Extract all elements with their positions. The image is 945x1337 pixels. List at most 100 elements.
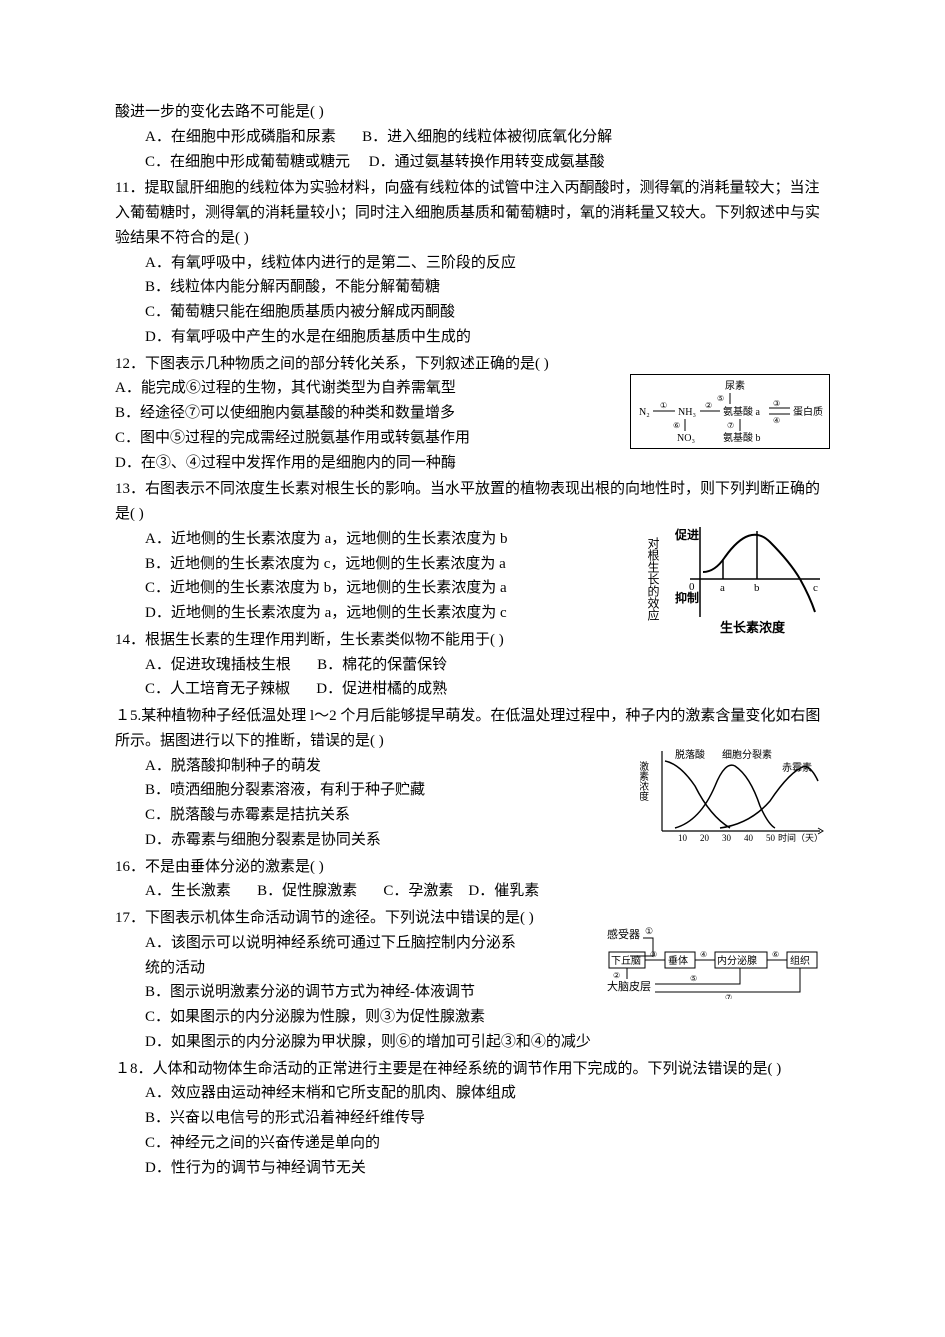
svg-text:①: ① <box>660 401 667 410</box>
q12-svg: 尿素 ⑤ N₂ ① NH₃ ② 氨基酸 a ③ ④ 蛋白质 ⑥ NO₃ ⑦ 氨基… <box>635 379 825 445</box>
svg-text:赤霉素: 赤霉素 <box>782 761 812 774</box>
svg-text:尿素: 尿素 <box>725 379 745 392</box>
q14-stem: 14．根据生长素的生理作用判断，生长素类似物不能用于( ) <box>115 628 830 653</box>
svg-text:促进: 促进 <box>674 527 699 542</box>
svg-text:垂体: 垂体 <box>668 955 688 967</box>
question-15: １5.某种植物种子经低温处理 l～2 个月后能够提早萌发。在低温处理过程中，种子… <box>115 704 830 853</box>
svg-text:⑥: ⑥ <box>673 421 680 430</box>
svg-text:⑦: ⑦ <box>725 993 732 999</box>
svg-text:脱落酸: 脱落酸 <box>675 748 705 761</box>
question-18: １8．人体和动物体生命活动的正常进行主要是在神经系统的调节作用下完成的。下列说法… <box>115 1057 830 1181</box>
question-14: 14．根据生长素的生理作用判断，生长素类似物不能用于( ) A．促进玫瑰插枝生根… <box>115 628 830 702</box>
q10-line2: C．在细胞中形成葡萄糖或糖元 D．通过氨基转换作用转变成氨基酸 <box>145 150 830 175</box>
svg-text:20: 20 <box>700 833 710 843</box>
svg-text:c: c <box>813 582 818 594</box>
svg-text:NH₃: NH₃ <box>678 407 696 418</box>
question-16: 16．不是由垂体分泌的激素是( ) A．生长激素 B．促性腺激素 C．孕激素 D… <box>115 855 830 905</box>
svg-text:⑤: ⑤ <box>717 394 724 403</box>
q18-c: C．神经元之间的兴奋传递是单向的 <box>145 1131 830 1156</box>
q17-svg: 感受器 ① 下丘脑 ③ 垂体 ④ 内分泌腺 ⑥ 组织 大脑皮层 ② ⑤ ⑦ <box>605 924 830 999</box>
svg-text:⑥: ⑥ <box>772 950 779 959</box>
q11-opts: A．有氧呼吸中，线粒体内进行的是第二、三阶段的反应 B．线粒体内能分解丙酮酸，不… <box>115 251 830 350</box>
svg-text:④: ④ <box>700 950 707 959</box>
q12-diagram: 尿素 ⑤ N₂ ① NH₃ ② 氨基酸 a ③ ④ 蛋白质 ⑥ NO₃ ⑦ 氨基… <box>630 374 830 449</box>
q16-b: B．促性腺激素 <box>257 883 357 899</box>
q17-d: D．如果图示的内分泌腺为甲状腺，则⑥的增加可引起③和④的减少 <box>145 1030 830 1055</box>
svg-text:对根生长的效应: 对根生长的效应 <box>646 537 660 621</box>
q14-d: D．促进柑橘的成熟 <box>316 681 447 697</box>
q18-opts: A．效应器由运动神经末梢和它所支配的肌肉、腺体组成 B．兴奋以电信号的形式沿着神… <box>115 1081 830 1180</box>
svg-text:N₂: N₂ <box>639 407 650 418</box>
q11-d: D．有氧呼吸中产生的水是在细胞质基质中生成的 <box>145 325 830 350</box>
q11-c: C．葡萄糖只能在细胞质基质内被分解成丙酮酸 <box>145 300 830 325</box>
q16-a: A．生长激素 <box>145 883 231 899</box>
svg-text:细胞分裂素: 细胞分裂素 <box>722 748 772 761</box>
q14-a: A．促进玫瑰插枝生根 <box>145 657 291 673</box>
svg-text:氨基酸 b: 氨基酸 b <box>723 431 761 444</box>
q17-c: C．如果图示的内分泌腺为性腺，则③为促性腺激素 <box>145 1005 830 1030</box>
q17-a: A．该图示可以说明神经系统可通过下丘脑控制内分泌系统的活动 <box>145 931 525 981</box>
svg-text:③: ③ <box>773 399 780 408</box>
q10-stem: 酸进一步的变化去路不可能是( ) <box>115 100 830 125</box>
q11-stem: 11．提取鼠肝细胞的线粒体为实验材料，向盛有线粒体的试管中注入丙酮酸时，测得氧的… <box>115 176 830 250</box>
q16-stem: 16．不是由垂体分泌的激素是( ) <box>115 855 830 880</box>
q18-stem: １8．人体和动物体生命活动的正常进行主要是在神经系统的调节作用下完成的。下列说法… <box>115 1057 830 1082</box>
svg-text:NO₃: NO₃ <box>677 433 695 444</box>
q15-svg: 激素浓度 脱落酸 细胞分裂素 赤霉素 10 20 30 40 50 时间（天） <box>640 746 830 851</box>
q16-c: C．孕激素 <box>383 883 453 899</box>
svg-text:⑤: ⑤ <box>690 974 697 983</box>
svg-text:内分泌腺: 内分泌腺 <box>717 954 757 967</box>
q16-opts: A．生长激素 B．促性腺激素 C．孕激素 D．催乳素 <box>115 879 830 904</box>
q16-d: D．催乳素 <box>468 883 539 899</box>
svg-text:蛋白质: 蛋白质 <box>793 405 823 418</box>
q18-d: D．性行为的调节与神经调节无关 <box>145 1156 830 1181</box>
q10-c: C．在细胞中形成葡萄糖或糖元 <box>145 154 350 170</box>
svg-text:b: b <box>754 582 760 594</box>
q14-opts: A．促进玫瑰插枝生根 B．棉花的保蕾保铃 C．人工培育无子辣椒 D．促进柑橘的成… <box>115 653 830 703</box>
q13-svg: 对根生长的效应 促进 抑制 0 a b c 生长素浓度 <box>645 517 830 637</box>
svg-text:④: ④ <box>773 416 780 425</box>
svg-text:大脑皮层: 大脑皮层 <box>607 979 651 993</box>
svg-text:②: ② <box>613 971 620 980</box>
q11-a: A．有氧呼吸中，线粒体内进行的是第二、三阶段的反应 <box>145 251 830 276</box>
q11-b: B．线粒体内能分解丙酮酸，不能分解葡萄糖 <box>145 275 830 300</box>
q17-diagram: 感受器 ① 下丘脑 ③ 垂体 ④ 内分泌腺 ⑥ 组织 大脑皮层 ② ⑤ ⑦ <box>605 924 830 999</box>
q14-b: B．棉花的保蕾保铃 <box>317 657 447 673</box>
svg-text:组织: 组织 <box>790 954 810 967</box>
svg-text:抑制: 抑制 <box>675 590 699 605</box>
svg-text:下丘脑: 下丘脑 <box>611 954 641 967</box>
svg-text:30: 30 <box>722 833 732 843</box>
question-11: 11．提取鼠肝细胞的线粒体为实验材料，向盛有线粒体的试管中注入丙酮酸时，测得氧的… <box>115 176 830 349</box>
q10-line1: A．在细胞中形成磷脂和尿素 B．进入细胞的线粒体被彻底氧化分解 <box>145 125 830 150</box>
q16-line1: A．生长激素 B．促性腺激素 C．孕激素 D．催乳素 <box>145 879 830 904</box>
q10-b: B．进入细胞的线粒体被彻底氧化分解 <box>362 129 612 145</box>
question-10-cont: 酸进一步的变化去路不可能是( ) A．在细胞中形成磷脂和尿素 B．进入细胞的线粒… <box>115 100 830 174</box>
svg-text:50: 50 <box>766 833 776 843</box>
q14-c: C．人工培育无子辣椒 <box>145 681 290 697</box>
q18-a: A．效应器由运动神经末梢和它所支配的肌肉、腺体组成 <box>145 1081 830 1106</box>
q12-d: D．在③、④过程中发挥作用的是细胞内的同一种酶 <box>115 451 830 476</box>
question-13: 13．右图表示不同浓度生长素对根生长的影响。当水平放置的植物表现出根的向地性时，… <box>115 477 830 626</box>
svg-text:③: ③ <box>650 950 657 959</box>
svg-text:40: 40 <box>744 833 754 843</box>
svg-text:氨基酸 a: 氨基酸 a <box>723 405 760 418</box>
svg-text:10: 10 <box>678 833 688 843</box>
svg-text:感受器: 感受器 <box>607 928 640 941</box>
question-12: 12．下图表示几种物质之间的部分转化关系，下列叙述正确的是( ) A．能完成⑥过… <box>115 352 830 476</box>
svg-text:⑦: ⑦ <box>727 421 734 430</box>
q13-chart: 对根生长的效应 促进 抑制 0 a b c 生长素浓度 <box>645 517 830 637</box>
q10-d: D．通过氨基转换作用转变成氨基酸 <box>369 154 605 170</box>
q14-line2: C．人工培育无子辣椒 D．促进柑橘的成熟 <box>145 677 830 702</box>
q10-a: A．在细胞中形成磷脂和尿素 <box>145 129 336 145</box>
q10-opts: A．在细胞中形成磷脂和尿素 B．进入细胞的线粒体被彻底氧化分解 C．在细胞中形成… <box>115 125 830 175</box>
svg-text:②: ② <box>705 401 712 410</box>
svg-text:0: 0 <box>689 581 695 593</box>
svg-text:a: a <box>720 582 725 594</box>
q18-b: B．兴奋以电信号的形式沿着神经纤维传导 <box>145 1106 830 1131</box>
q14-line1: A．促进玫瑰插枝生根 B．棉花的保蕾保铃 <box>145 653 830 678</box>
svg-text:激素浓度: 激素浓度 <box>640 760 649 802</box>
question-17: 17．下图表示机体生命活动调节的途径。下列说法中错误的是( ) A．该图示可以说… <box>115 906 830 1055</box>
svg-text:①: ① <box>645 926 653 936</box>
svg-text:时间（天）: 时间（天） <box>778 832 823 843</box>
q15-chart: 激素浓度 脱落酸 细胞分裂素 赤霉素 10 20 30 40 50 时间（天） <box>640 746 830 851</box>
